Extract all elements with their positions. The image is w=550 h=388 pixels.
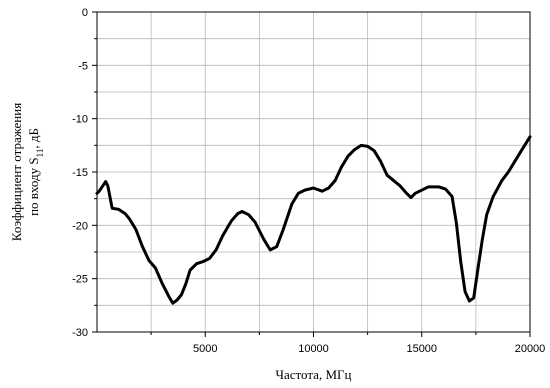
axis-ticks <box>92 11 531 337</box>
grid-lines <box>97 12 530 332</box>
y-axis-title-suffix: , дБ <box>26 128 41 149</box>
x-tick-label: 10000 <box>298 343 329 355</box>
y-axis-title-prefix: по входу S <box>26 157 41 216</box>
y-tick-label: -20 <box>72 220 88 232</box>
y-tick-label: -5 <box>78 60 88 72</box>
x-tick-label: 5000 <box>193 343 217 355</box>
y-tick-label: -10 <box>72 114 88 126</box>
y-axis-title: Коэффициент отражения по входу S11, дБ <box>9 103 45 241</box>
x-tick-label: 15000 <box>406 343 437 355</box>
y-tick-label: -25 <box>72 274 88 286</box>
tick-labels: 0 -5 -10 -15 -20 -25 -30 5000 10000 15000 20000 <box>72 7 545 355</box>
y-tick-label: 0 <box>82 7 88 19</box>
y-axis-title-line2: по входу S11, дБ <box>26 128 45 216</box>
y-tick-label: -15 <box>72 167 88 179</box>
y-axis-title-line1: Коэффициент отражения <box>9 103 24 241</box>
y-tick-label: -30 <box>72 327 88 339</box>
x-tick-label: 20000 <box>515 343 546 355</box>
x-axis-title: Частота, МГц <box>276 367 352 382</box>
series-line-s11 <box>95 135 532 305</box>
y-axis-title-subscript: 11 <box>35 149 45 158</box>
